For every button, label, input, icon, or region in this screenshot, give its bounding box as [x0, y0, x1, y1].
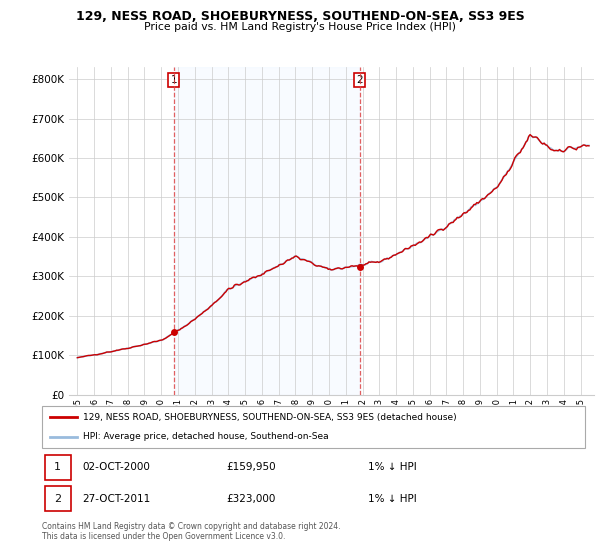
FancyBboxPatch shape — [42, 406, 585, 448]
Text: 1: 1 — [54, 462, 61, 472]
Bar — [174, 67, 359, 395]
Text: 1: 1 — [170, 76, 177, 85]
Text: £323,000: £323,000 — [227, 494, 276, 504]
Text: HPI: Average price, detached house, Southend-on-Sea: HPI: Average price, detached house, Sout… — [83, 432, 328, 441]
Text: 129, NESS ROAD, SHOEBURYNESS, SOUTHEND-ON-SEA, SS3 9ES (detached house): 129, NESS ROAD, SHOEBURYNESS, SOUTHEND-O… — [83, 413, 457, 422]
FancyBboxPatch shape — [45, 486, 71, 511]
Text: 1% ↓ HPI: 1% ↓ HPI — [368, 462, 416, 472]
Text: 2: 2 — [54, 494, 61, 504]
Text: 2: 2 — [356, 76, 363, 85]
Text: Price paid vs. HM Land Registry's House Price Index (HPI): Price paid vs. HM Land Registry's House … — [144, 22, 456, 32]
Text: 02-OCT-2000: 02-OCT-2000 — [83, 462, 151, 472]
Text: £159,950: £159,950 — [227, 462, 276, 472]
Text: 1% ↓ HPI: 1% ↓ HPI — [368, 494, 416, 504]
Text: 27-OCT-2011: 27-OCT-2011 — [83, 494, 151, 504]
Text: 129, NESS ROAD, SHOEBURYNESS, SOUTHEND-ON-SEA, SS3 9ES: 129, NESS ROAD, SHOEBURYNESS, SOUTHEND-O… — [76, 10, 524, 23]
Text: Contains HM Land Registry data © Crown copyright and database right 2024.
This d: Contains HM Land Registry data © Crown c… — [42, 522, 341, 542]
FancyBboxPatch shape — [45, 455, 71, 480]
